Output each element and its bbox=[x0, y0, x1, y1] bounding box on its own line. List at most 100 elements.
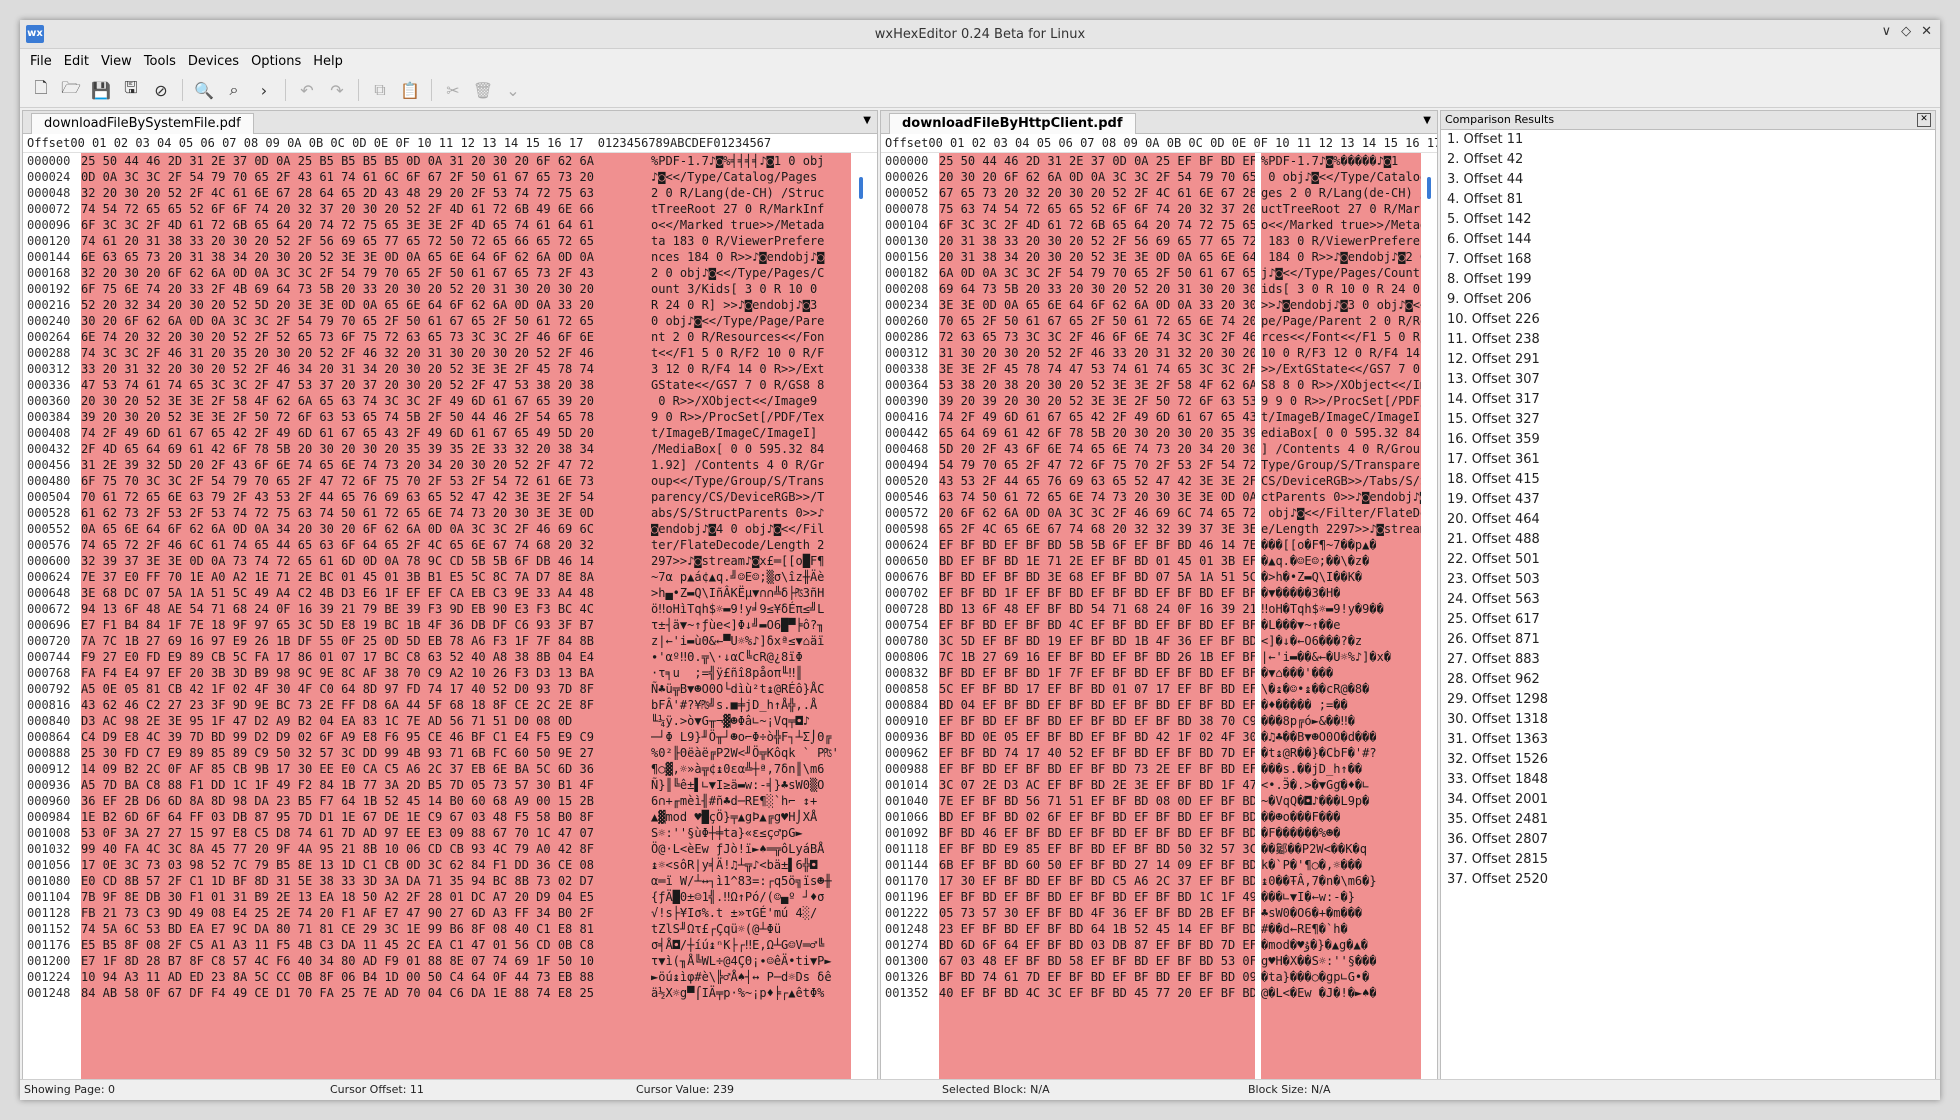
text-row[interactable]: ♪◙<</Type/Catalog/Pages bbox=[651, 170, 825, 184]
text-row[interactable]: ids[ 3 0 R 10 0 R 24 0 R] bbox=[1261, 282, 1420, 296]
text-row[interactable]: \�↨�☺•↨��cR@�8� bbox=[1261, 682, 1370, 696]
comparison-item[interactable]: 35. Offset 2481 bbox=[1447, 812, 1549, 827]
hex-row[interactable]: 94 13 6F 48 AE 54 71 68 24 0F 16 39 21 7… bbox=[81, 602, 594, 616]
copy-icon[interactable]: ⧉ bbox=[374, 80, 386, 99]
paste-icon[interactable]: 📋 bbox=[400, 80, 420, 100]
hex-row[interactable]: 0A 65 6E 64 6F 62 6A 0D 0A 34 20 30 20 6… bbox=[81, 522, 594, 536]
comparison-item[interactable]: 24. Offset 563 bbox=[1447, 592, 1540, 607]
hex-row[interactable]: E5 B5 8F 08 2F C5 A1 A3 11 F5 4B C3 DA 1… bbox=[81, 938, 594, 952]
hex-row[interactable]: 74 3C 3C 2F 46 31 20 35 20 30 20 52 2F 4… bbox=[81, 346, 594, 360]
text-row[interactable]: S8 8 0 R>>/XObject<</Image bbox=[1261, 378, 1421, 392]
delete-icon[interactable]: 🗑 bbox=[472, 80, 494, 100]
menu-edit[interactable]: Edit bbox=[63, 53, 89, 69]
text-row[interactable]: 2 0 R/Lang(de-CH) /Struc bbox=[651, 186, 825, 200]
text-row[interactable]: ���∟▼I�←w:-�} bbox=[1261, 890, 1355, 904]
menu-tools[interactable]: Tools bbox=[143, 53, 176, 69]
text-row[interactable]: Ñ♣ü╦B▼☻O0O└dìù²t↨@RÉô}ÅC bbox=[651, 682, 825, 696]
text-row[interactable]: ~7α p▲á¢▲q.╝☺E☺;▒σ\îz╫Äè bbox=[651, 570, 825, 584]
undo-icon[interactable]: ↶ bbox=[300, 80, 314, 100]
text-row[interactable]: �▼�����3�H� bbox=[1261, 586, 1341, 600]
hex-row[interactable]: BF BD 46 EF BF BD EF BF BD EF BF BD EF B… bbox=[939, 826, 1255, 840]
text-row[interactable]: tZlS╜Ωτ£┌Çqü☼(@┴Φü bbox=[651, 922, 782, 936]
text-row[interactable]: o<</Marked true>>/Metada bbox=[651, 218, 825, 232]
hex-row[interactable]: 6B EF BF BD 60 50 EF BF BD 27 14 09 EF B… bbox=[939, 858, 1255, 872]
save-as-icon[interactable]: 🖫 bbox=[124, 77, 138, 97]
hex-row[interactable]: 20 6F 62 6A 0D 0A 3C 3C 2F 46 69 6C 74 6… bbox=[939, 506, 1255, 520]
comparison-item[interactable]: 22. Offset 501 bbox=[1447, 552, 1540, 567]
text-row[interactable]: ediaBox[ 0 0 595.32 841.92 bbox=[1261, 426, 1421, 440]
text-row[interactable]: 9 0 R>>/ProcSet[/PDF/Tex bbox=[651, 410, 825, 424]
save-icon[interactable]: 💾 bbox=[91, 80, 111, 100]
hex-row[interactable]: EF BF BD EF BF BD EF BF BD EF BF BD 1C 1… bbox=[939, 890, 1255, 904]
comparison-item[interactable]: 12. Offset 291 bbox=[1447, 352, 1540, 367]
hex-row[interactable]: EF BF BD EF BF BD EF BF BD 73 2E EF BF B… bbox=[939, 762, 1255, 776]
comparison-item[interactable]: 6. Offset 144 bbox=[1447, 232, 1532, 247]
text-row[interactable]: ◙endobj♪◙4 0 obj♪◙<</Fil bbox=[651, 522, 825, 536]
text-row[interactable]: >>♪◙endobj♪◙3 0 obj♪◙<</Ty bbox=[1261, 298, 1421, 312]
comparison-item[interactable]: 7. Offset 168 bbox=[1447, 252, 1532, 267]
text-row[interactable]: �ta}���○�gp∟G•� bbox=[1261, 970, 1370, 984]
replace-icon[interactable]: ⌕ bbox=[229, 80, 239, 99]
comparison-item[interactable]: 16. Offset 359 bbox=[1447, 432, 1540, 447]
comparison-item[interactable]: 23. Offset 503 bbox=[1447, 572, 1540, 587]
comparison-item[interactable]: 20. Offset 464 bbox=[1447, 512, 1540, 527]
text-row[interactable]: ä½X☼g▀⌠IÄ╤p·%~¡p♦╞┌▲êtΦ% bbox=[651, 986, 825, 1000]
hex-row[interactable]: 7C 1B 27 69 16 EF BF BD EF BF BD 26 1B E… bbox=[939, 650, 1255, 664]
comparison-item[interactable]: 19. Offset 437 bbox=[1447, 492, 1540, 507]
hex-row[interactable]: 43 53 2F 44 65 76 69 63 65 52 47 42 3E 3… bbox=[939, 474, 1255, 488]
text-row[interactable]: ount 3/Kids[ 3 0 R 10 0 bbox=[651, 282, 825, 296]
text-row[interactable]: abs/S/StructParents 0>>♪ bbox=[651, 506, 825, 520]
text-row[interactable]: ö‼oHìTqh$☼▬9!y╛9≤¥δÉπ≤╝L bbox=[651, 602, 825, 616]
text-row[interactable]: Ö@·L<èEw ƒJò!ï►♠═╦ôLyáBÅ bbox=[651, 842, 825, 856]
text-row[interactable]: bFÂ'#?¥₧╝s.■╪jD_h↑Å╬,.Å bbox=[651, 698, 818, 712]
hex-row[interactable]: 20 31 38 34 20 30 20 52 3E 3E 0D 0A 65 6… bbox=[939, 250, 1255, 264]
hex-row[interactable]: 1E B2 6D 6F 64 FF 03 DB 87 95 7D D1 1E 6… bbox=[81, 810, 594, 824]
hex-row[interactable]: 61 62 73 2F 53 2F 53 74 72 75 63 74 50 6… bbox=[81, 506, 594, 520]
hex-row[interactable]: 63 74 50 61 72 65 6E 74 73 20 30 3E 3E 0… bbox=[939, 490, 1255, 504]
hex-row[interactable]: 6F 75 6E 74 20 33 2F 4B 69 64 73 5B 20 3… bbox=[81, 282, 594, 296]
text-row[interactable]: ╙¼ÿ.>ò▼G╥¬▓☻Φâ∟~¡Vq╤◘♪ bbox=[651, 714, 810, 728]
close-button[interactable]: ✕ bbox=[1921, 24, 1932, 39]
hex-row[interactable]: 6E 74 20 32 20 30 20 52 2F 52 65 73 6F 7… bbox=[81, 330, 594, 344]
hex-row[interactable]: BF BD 0E 05 EF BF BD EF BF BD 42 1F 02 4… bbox=[939, 730, 1255, 744]
comparison-item[interactable]: 9. Offset 206 bbox=[1447, 292, 1532, 307]
text-row[interactable]: z|←'i▬ùΘ&←▀U☼%♪]δxª≤▼⌂äï bbox=[651, 634, 825, 648]
hex-row[interactable]: 72 63 65 73 3C 3C 2F 46 6F 6E 74 3C 3C 2… bbox=[939, 330, 1255, 344]
hex-row[interactable]: E7 1F 8D 28 B7 8F C8 57 4C F6 40 34 80 A… bbox=[81, 954, 594, 968]
search-icon[interactable]: 🔍 bbox=[194, 80, 214, 100]
hex-row[interactable]: 31 2E 39 32 5D 20 2F 43 6F 6E 74 65 6E 7… bbox=[81, 458, 594, 472]
comparison-item[interactable]: 25. Offset 617 bbox=[1447, 612, 1540, 627]
text-row[interactable]: τ±┤ä▼~↑ƒùe<]Φ↓╝▬O6█▀╞ô?╖ bbox=[651, 618, 825, 632]
hex-row[interactable]: 70 61 72 65 6E 63 79 2F 43 53 2F 44 65 7… bbox=[81, 490, 594, 504]
text-row[interactable]: {ƒÄ█0±☺1╣.‼Ω↑Pó/(☺▄º ┘♦σ bbox=[651, 890, 825, 904]
comparison-item[interactable]: 32. Offset 1526 bbox=[1447, 752, 1549, 767]
tab-right-file[interactable]: downloadFileByHttpClient.pdf bbox=[889, 113, 1136, 134]
hex-row[interactable]: 74 65 72 2F 46 6C 61 74 65 44 65 63 6F 6… bbox=[81, 538, 594, 552]
hex-row[interactable]: 74 61 20 31 38 33 20 30 20 52 2F 56 69 6… bbox=[81, 234, 594, 248]
hex-row[interactable]: 33 20 31 32 20 30 20 52 2F 46 34 20 31 3… bbox=[81, 362, 594, 376]
hex-row[interactable]: 36 EF 2B D6 6D 8A 8D 98 DA 23 B5 F7 64 1… bbox=[81, 794, 594, 808]
hex-row[interactable]: 23 EF BF BD EF BF BD 64 1B 52 45 14 EF B… bbox=[939, 922, 1255, 936]
text-row[interactable]: ▲▓mod ♥█çÖ}╤▲gÞ▲╔g♥H⌡XÅ bbox=[651, 810, 818, 824]
hex-row[interactable]: EF BF BD E9 85 EF BF BD EF BF BD 50 32 5… bbox=[939, 842, 1255, 856]
hex-row[interactable]: BF BD EF BF BD 3E 68 EF BF BD 07 5A 1A 5… bbox=[939, 570, 1255, 584]
text-row[interactable]: @�L<�Ew �J�!�►♠� bbox=[1261, 986, 1377, 1000]
hex-row[interactable]: 69 64 73 5B 20 33 20 30 20 52 20 31 30 2… bbox=[939, 282, 1255, 296]
chevron-down-icon[interactable]: ⌄ bbox=[506, 80, 520, 100]
hex-row[interactable]: FA F4 E4 97 EF 20 3B 3D B9 98 9C 9E 8C A… bbox=[81, 666, 594, 680]
redo-icon[interactable]: ↷ bbox=[330, 80, 344, 100]
comparison-item[interactable]: 27. Offset 883 bbox=[1447, 652, 1540, 667]
hex-row[interactable]: 30 20 6F 62 6A 0D 0A 3C 3C 2F 54 79 70 6… bbox=[81, 314, 594, 328]
menu-devices[interactable]: Devices bbox=[187, 53, 240, 69]
hex-row[interactable]: 5C EF BF BD 17 EF BF BD 01 07 17 EF BF B… bbox=[939, 682, 1255, 696]
menu-view[interactable]: View bbox=[100, 53, 132, 69]
text-row[interactable]: ¶○▓,☼»à╦¢↨0εα╩┼ª,7δn║\m6 bbox=[651, 762, 825, 776]
hex-row[interactable]: 39 20 39 20 30 20 52 3E 3E 2F 50 72 6F 6… bbox=[939, 394, 1255, 408]
hex-row[interactable]: BD 04 EF BF BD EF BF BD EF BF BD EF BF B… bbox=[939, 698, 1255, 712]
text-row[interactable]: <]�↓�←O6���?�z bbox=[1261, 634, 1363, 648]
hex-row[interactable]: BD 13 6F 48 EF BF BD 54 71 68 24 0F 16 3… bbox=[939, 602, 1255, 616]
text-row[interactable]: √!s├¥Iσ%.t ±»τGÉ'mú 4░/ bbox=[651, 906, 818, 920]
close-icon[interactable]: ✕ bbox=[1917, 113, 1931, 127]
hex-row[interactable]: BD EF BF BD 02 6F EF BF BD EF BF BD EF B… bbox=[939, 810, 1255, 824]
